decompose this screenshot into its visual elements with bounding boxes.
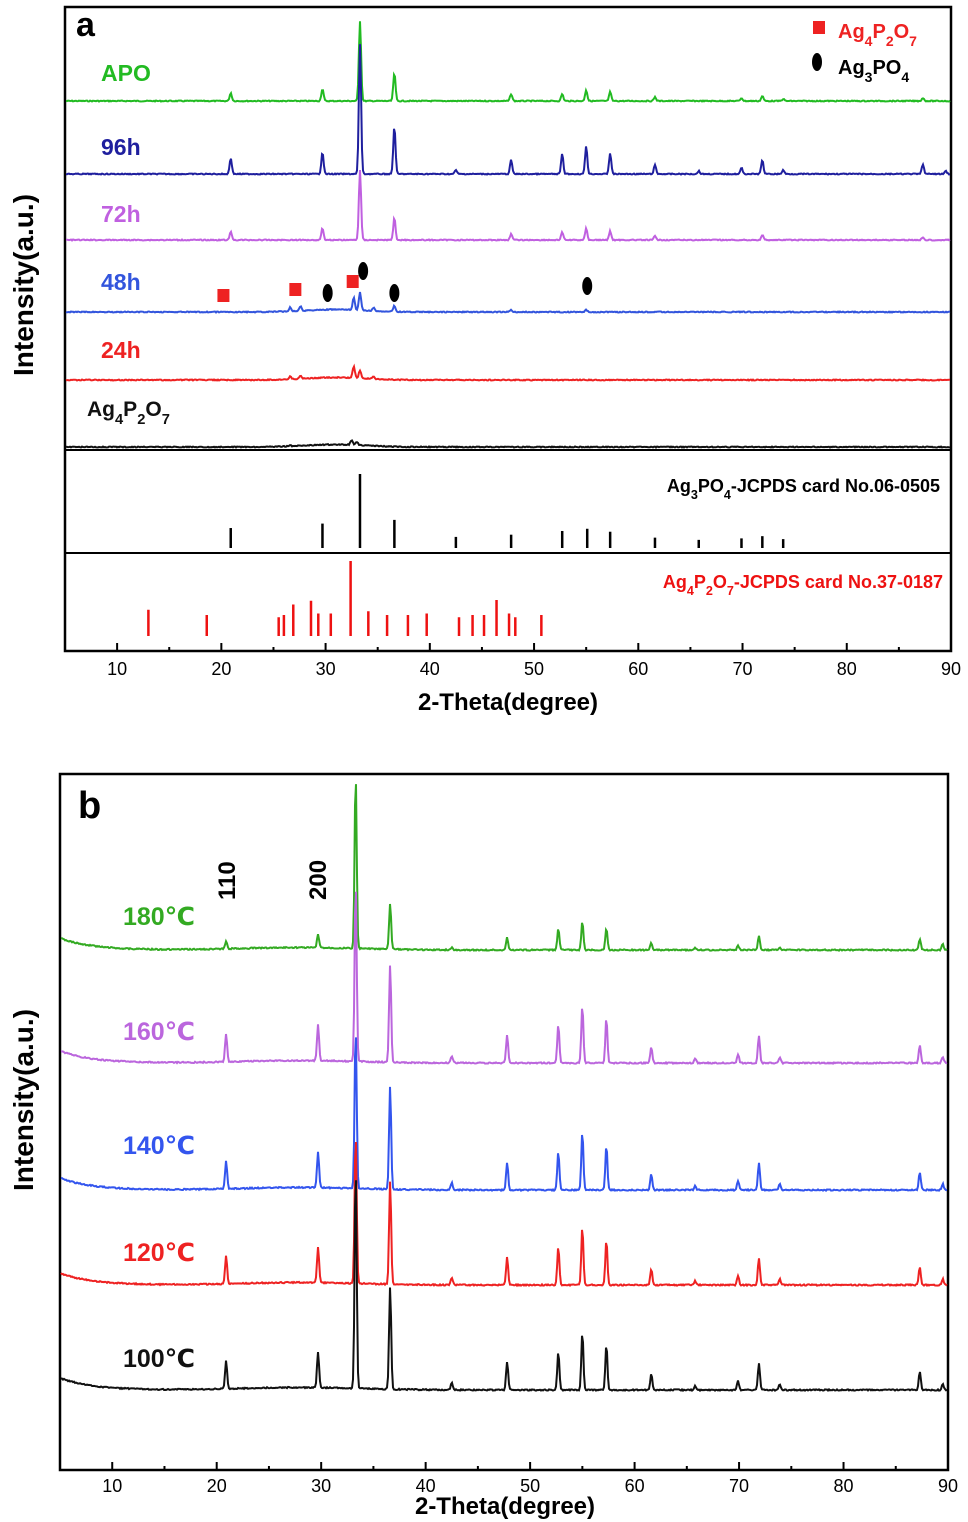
panel-b-x-axis: 10 20 30 40 50 60 70 80 90 [59,1462,958,1496]
series-72h-label: 72h [101,201,141,227]
legend-marker-square [813,21,825,34]
panel-a-x-tick-label: 20 [211,659,231,679]
series-72h-line [65,170,951,242]
series-140-line [60,1037,948,1193]
reference-ag3po4-label: Ag3PO4-JCPDS card No.06-0505 [667,476,940,502]
panel-b: b 180℃ 160℃ 140℃ 120℃ 100℃ 110 200 10 20 30 40 50… [8,772,958,1520]
series-160-line [60,891,948,1066]
panel-a-x-tick-label: 30 [316,659,336,679]
series-48h-label: 48h [101,269,141,295]
series-ag4p2o7-line [65,439,951,449]
series-ag4p2o7-label: Ag4P2O7 [87,398,170,428]
panel-b-x-axis-title: 2-Theta(degree) [415,1493,595,1520]
legend-entry-1: Ag3PO4 [838,57,909,85]
series-120-label: 120℃ [123,1239,195,1267]
series-160-label: 160℃ [123,1018,195,1046]
series-96h-line [66,44,951,176]
panel-b-series-labels: 180℃ 160℃ 140℃ 120℃ 100℃ [123,903,195,1373]
series-apo-line [65,21,951,103]
hkl-label-110: 110 [214,861,241,900]
panel-a: a APO 96h 72h 48h 24h Ag4P2O7 Ag4P2O7 Ag3PO4 A… [8,5,961,716]
reference-ag4p2o7-label: Ag4P2O7-JCPDS card No.37-0187 [663,572,943,598]
phase-marker-ag4p2o7 [217,289,230,302]
panel-b-y-axis-title: Intensity(a.u.) [8,1009,39,1191]
legend-marker-ellipse [812,53,822,71]
panel-b-x-tick-label: 10 [102,1476,122,1496]
series-120-line [60,1142,948,1288]
series-24h-line [65,363,951,382]
series-48h-line [65,291,951,314]
panel-b-annotations: 110 200 [214,860,332,900]
reference-ag3po4-sticks [229,474,785,548]
panel-a-x-axis: 10 20 30 40 50 60 70 80 90 [64,643,961,679]
series-96h-label: 96h [101,134,141,160]
panel-a-x-tick-label: 50 [524,659,544,679]
series-100-label: 100℃ [123,1345,195,1373]
series-100-line [60,1180,948,1393]
panel-b-x-tick-label: 90 [938,1476,958,1496]
panel-b-series-group [60,784,948,1393]
panel-a-x-tick-label: 90 [941,659,961,679]
panel-a-y-axis-title: Intensity(a.u.) [8,194,39,376]
series-180-label: 180℃ [123,903,195,931]
panel-a-legend: Ag4P2O7 Ag3PO4 [812,21,917,85]
panel-a-letter: a [76,6,96,44]
panel-a-phase-markers [217,262,593,302]
panel-a-x-axis-title: 2-Theta(degree) [418,689,598,716]
panel-b-x-tick-label: 20 [207,1476,227,1496]
phase-marker-ag4p2o7 [289,283,302,296]
panel-a-x-tick-label: 80 [837,659,857,679]
phase-marker-ag3po4 [582,277,593,295]
reference-ag4p2o7-sticks [147,561,543,636]
panel-a-x-tick-label: 70 [733,659,753,679]
panel-b-x-tick-label: 60 [625,1476,645,1496]
panel-b-letter: b [78,785,101,827]
panel-a-series-group [65,21,951,449]
phase-marker-ag3po4 [322,284,333,302]
series-140-label: 140℃ [123,1132,195,1160]
series-24h-label: 24h [101,337,141,363]
panel-a-plot-area [63,5,953,653]
panel-a-x-tick-label: 10 [107,659,127,679]
phase-marker-ag3po4 [389,284,400,302]
legend-entry-0: Ag4P2O7 [838,21,917,49]
panel-b-x-tick-label: 50 [520,1476,540,1496]
panel-b-x-tick-label: 80 [834,1476,854,1496]
panel-a-x-tick-label: 40 [420,659,440,679]
hkl-label-200: 200 [305,860,332,900]
panel-b-x-tick-label: 30 [311,1476,331,1496]
panel-b-x-tick-label: 40 [416,1476,436,1496]
panel-a-x-tick-label: 60 [628,659,648,679]
panel-b-plot-area [58,772,950,1472]
series-180-line [60,784,948,953]
phase-marker-ag3po4 [358,262,369,280]
panel-a-series-labels: APO 96h 72h 48h 24h Ag4P2O7 [87,60,170,428]
panel-b-x-tick-label: 70 [729,1476,749,1496]
series-apo-label: APO [101,60,151,86]
phase-marker-ag4p2o7 [346,275,359,288]
